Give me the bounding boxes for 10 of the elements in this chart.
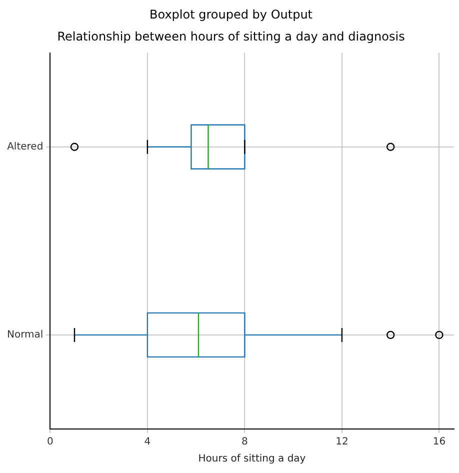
chart-title: Boxplot grouped by Output: [149, 7, 313, 22]
x-tick-label: 0: [46, 436, 54, 448]
y-tick-label: Altered: [7, 141, 44, 152]
x-tick-label: 4: [144, 436, 151, 448]
x-tick-label: 8: [242, 436, 248, 448]
x-tick-label: 16: [432, 436, 446, 448]
chart-subtitle: Relationship between hours of sitting a day and diagnosis: [57, 30, 405, 44]
x-tick-label: 12: [336, 436, 348, 448]
x-axis-title: Hours of sitting a day: [198, 454, 306, 465]
y-tick-label: Normal: [6, 330, 44, 341]
